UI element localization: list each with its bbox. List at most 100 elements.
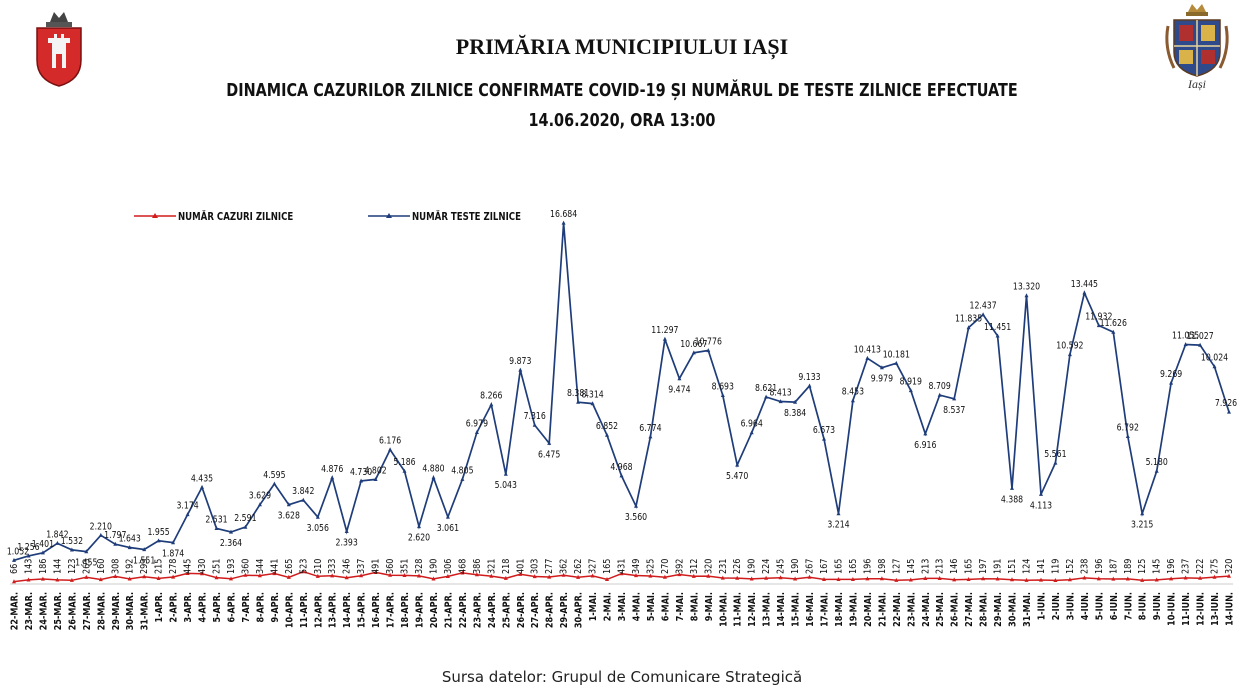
x-tick-label: 5-MAI.: [646, 592, 657, 621]
data-point: [1140, 511, 1145, 516]
data-point: [966, 325, 971, 330]
x-tick-label: 24-MAR.: [39, 592, 50, 630]
data-point: [952, 396, 957, 401]
data-label-tests: 8.413: [769, 388, 791, 399]
data-label-cases: 125: [1138, 559, 1149, 574]
data-label-tests: 3.560: [625, 513, 647, 524]
data-point: [1082, 575, 1087, 580]
data-label-tests: 4.968: [610, 462, 632, 473]
data-point: [648, 434, 653, 439]
data-point: [807, 574, 812, 579]
data-label-tests: 8.693: [712, 382, 734, 393]
data-label-tests: 8.537: [943, 405, 965, 416]
data-point: [315, 514, 320, 519]
chart-title: DINAMICA CAZURILOR ZILNICE CONFIRMATE CO…: [226, 80, 1018, 101]
data-point: [113, 574, 118, 578]
data-label-cases: 351: [400, 559, 411, 574]
data-point: [1096, 323, 1101, 328]
data-label-tests: 1.532: [61, 536, 83, 547]
data-label-cases: 278: [169, 559, 180, 574]
data-point: [1140, 577, 1145, 582]
data-label-tests: 4.435: [191, 474, 213, 485]
data-label-cases: 306: [443, 558, 454, 574]
x-tick-label: 1-MAI.: [589, 592, 600, 621]
data-point: [243, 524, 248, 529]
x-tick-label: 16-APR.: [372, 592, 383, 628]
data-label-cases: 193: [226, 559, 237, 574]
data-point: [1154, 577, 1159, 582]
x-tick-label: 12-MAI.: [748, 592, 759, 627]
data-point: [836, 511, 841, 516]
data-label-cases: 141: [1036, 559, 1047, 574]
data-point: [344, 529, 349, 533]
data-point: [879, 365, 884, 370]
x-tick-label: 31-MAI.: [1022, 592, 1033, 627]
data-label-cases: 190: [429, 558, 440, 574]
data-label-tests: 5.561: [1044, 449, 1066, 460]
data-point: [952, 577, 957, 582]
data-label-cases: 251: [212, 559, 223, 574]
data-point: [822, 577, 826, 581]
data-label-cases: 189: [1123, 559, 1134, 574]
data-point: [272, 481, 277, 486]
x-tick-label: 8-MAI.: [690, 592, 701, 621]
data-point: [865, 355, 870, 360]
legend-label-cases: NUMĂR CAZURI ZILNICE: [178, 209, 294, 223]
data-point: [330, 573, 335, 578]
data-point: [1053, 578, 1058, 582]
data-point: [720, 393, 725, 397]
data-point: [706, 573, 711, 578]
data-point: [156, 538, 161, 543]
data-label-tests: 12.437: [969, 301, 996, 312]
data-label-tests: 1.842: [46, 530, 68, 541]
x-tick-label: 20-MAI.: [863, 592, 874, 627]
data-point: [229, 529, 233, 534]
data-label-cases: 213: [921, 559, 932, 574]
data-point: [822, 436, 826, 441]
x-tick-label: 27-MAR.: [82, 592, 93, 630]
data-point: [359, 573, 364, 578]
data-point: [12, 579, 16, 584]
iasi-city-emblem-right: Iași: [1165, 4, 1229, 91]
data-point: [995, 333, 1000, 338]
data-point: [69, 547, 74, 552]
data-point: [532, 574, 537, 579]
x-tick-label: 30-MAR.: [126, 592, 137, 630]
data-label-tests: 3.214: [827, 520, 850, 531]
x-tick-label: 8-APR.: [256, 592, 267, 623]
data-label-tests: 8.621: [755, 383, 777, 394]
data-point: [489, 402, 494, 407]
data-label-tests: 8.919: [900, 377, 922, 388]
data-point: [518, 367, 523, 372]
x-tick-label: 2-MAI.: [603, 592, 614, 621]
x-tick-label: 17-APR.: [386, 592, 397, 628]
data-point: [532, 422, 537, 427]
data-label-cases: 152: [1065, 559, 1076, 574]
data-label-tests: 10.776: [695, 337, 722, 348]
x-tick-label: 6-MAI.: [661, 592, 672, 621]
data-point: [142, 547, 147, 552]
data-point: [315, 573, 320, 578]
data-point: [12, 557, 16, 562]
data-label-cases: 196: [863, 558, 874, 574]
data-point: [1082, 290, 1087, 295]
data-label-tests: 6.852: [596, 422, 618, 433]
data-point: [286, 502, 291, 507]
x-tick-label: 6-APR.: [227, 592, 238, 623]
x-tick-label: 16-MAI.: [805, 592, 816, 627]
emblem-caption: Iași: [1187, 77, 1206, 91]
data-point: [257, 573, 262, 578]
data-label-tests: 8.266: [480, 391, 502, 402]
data-label-tests: 11.027: [1186, 331, 1213, 342]
data-label-cases: 321: [487, 559, 498, 574]
data-point: [359, 478, 364, 483]
data-label-tests: 1.874: [162, 549, 185, 560]
data-point: [460, 476, 465, 481]
legend-item-cases: NUMĂR CAZURI ZILNICE: [132, 206, 326, 226]
data-point: [981, 576, 986, 581]
x-tick-label: 30-APR.: [574, 592, 585, 628]
data-point: [243, 572, 248, 577]
data-point: [807, 383, 812, 388]
data-label-tests: 11.055: [1172, 331, 1199, 342]
data-point: [40, 550, 45, 555]
